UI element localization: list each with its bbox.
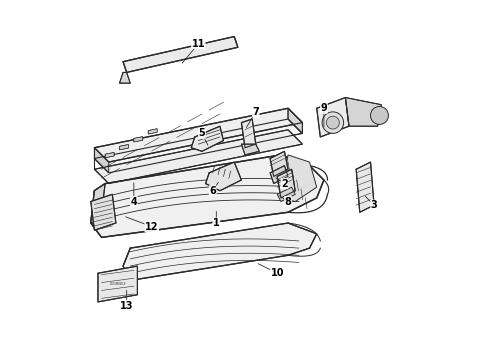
Polygon shape: [277, 169, 295, 198]
Polygon shape: [95, 130, 302, 184]
Polygon shape: [95, 108, 302, 162]
Polygon shape: [277, 187, 295, 202]
Polygon shape: [345, 98, 381, 126]
Text: OLDSMOBILE: OLDSMOBILE: [109, 282, 126, 286]
Text: 4: 4: [130, 197, 137, 207]
Polygon shape: [105, 152, 114, 158]
Polygon shape: [242, 144, 259, 155]
Text: 9: 9: [320, 103, 327, 113]
Polygon shape: [288, 108, 302, 134]
Polygon shape: [98, 266, 137, 302]
Circle shape: [370, 107, 389, 125]
Polygon shape: [270, 151, 288, 176]
Circle shape: [322, 112, 343, 134]
Text: 6: 6: [209, 186, 216, 196]
Text: 12: 12: [145, 222, 158, 231]
Polygon shape: [91, 184, 105, 223]
Text: 5: 5: [198, 129, 205, 138]
Polygon shape: [123, 223, 317, 280]
Text: 7: 7: [252, 107, 259, 117]
Polygon shape: [134, 136, 143, 142]
Polygon shape: [95, 119, 302, 173]
Polygon shape: [91, 194, 116, 230]
Polygon shape: [120, 144, 128, 150]
Polygon shape: [205, 162, 242, 191]
Polygon shape: [148, 129, 157, 134]
Polygon shape: [317, 98, 349, 137]
Polygon shape: [356, 162, 374, 212]
Polygon shape: [91, 155, 324, 237]
Polygon shape: [191, 126, 223, 151]
Text: 10: 10: [270, 268, 284, 278]
Text: 1: 1: [213, 218, 220, 228]
Polygon shape: [242, 119, 256, 148]
Polygon shape: [281, 155, 317, 202]
Text: 13: 13: [120, 301, 133, 311]
Polygon shape: [95, 148, 109, 173]
Text: 2: 2: [281, 179, 288, 189]
Text: 3: 3: [371, 200, 377, 210]
Polygon shape: [270, 166, 288, 184]
Polygon shape: [123, 37, 238, 72]
Polygon shape: [120, 72, 130, 83]
Text: 8: 8: [285, 197, 292, 207]
Circle shape: [326, 116, 339, 129]
Text: 11: 11: [192, 39, 205, 49]
